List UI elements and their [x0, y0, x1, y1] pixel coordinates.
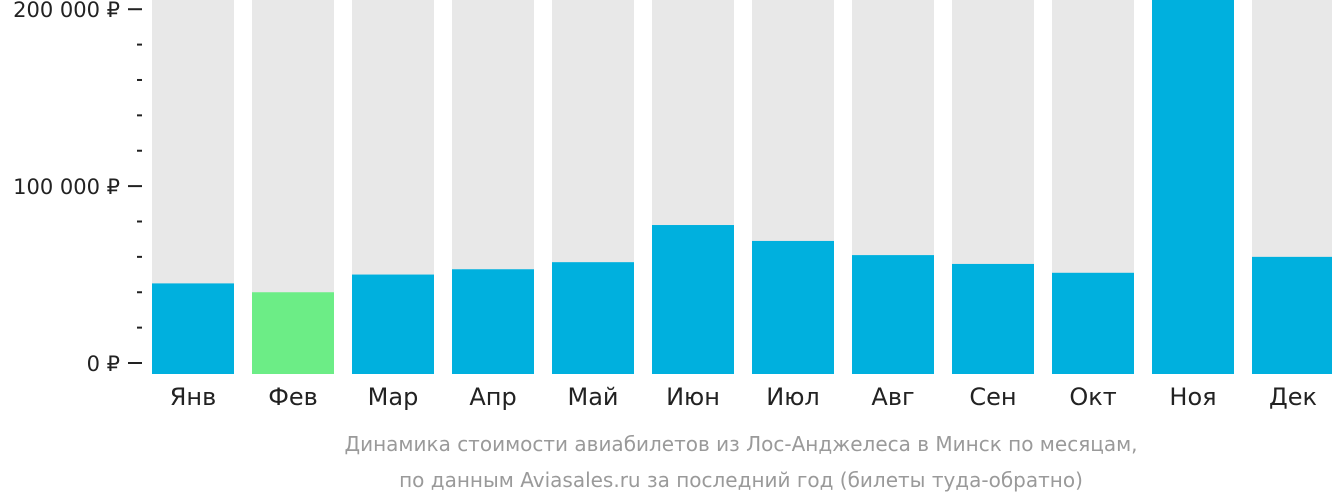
caption-line-2: по данным Aviasales.ru за последний год …	[399, 468, 1083, 492]
bar-5[interactable]	[552, 262, 634, 374]
y-tick-label: 100 000 ₽	[13, 175, 120, 199]
caption-line-1: Динамика стоимости авиабилетов из Лос-Ан…	[344, 432, 1138, 456]
x-tick-label: Окт	[1069, 383, 1116, 411]
x-tick-label: Июн	[666, 383, 720, 411]
bar-9[interactable]	[952, 263, 1034, 374]
bar-10[interactable]	[1052, 272, 1134, 374]
x-tick-label: Дек	[1269, 383, 1317, 411]
price-bar-chart: 0 ₽ 100 000 ₽ 200 000 ₽ Янв Фев Мар Апр Май Июн…	[13, 0, 1332, 411]
bar-7[interactable]	[752, 240, 834, 374]
x-tick-label: Ноя	[1169, 383, 1216, 411]
x-tick-label: Май	[567, 383, 618, 411]
bar-1[interactable]	[152, 283, 234, 374]
bar-6[interactable]	[652, 225, 734, 374]
x-tick-label: Апр	[469, 383, 516, 411]
bar-11[interactable]	[1152, 0, 1234, 374]
x-tick-label: Мар	[368, 383, 419, 411]
value-bars	[152, 0, 1332, 374]
bar-8[interactable]	[852, 255, 934, 374]
y-tick-label: 0 ₽	[87, 352, 120, 376]
bar-12[interactable]	[1252, 256, 1332, 374]
y-tick-label: 200 000 ₽	[13, 0, 120, 22]
bar-3[interactable]	[352, 274, 434, 374]
x-tick-label: Авг	[871, 383, 914, 411]
x-axis: Янв Фев Мар Апр Май Июн Июл Авг Сен Окт Ноя Дек	[170, 383, 1317, 411]
x-tick-label: Фев	[268, 383, 318, 411]
x-tick-label: Сен	[969, 383, 1016, 411]
y-axis: 0 ₽ 100 000 ₽ 200 000 ₽	[13, 0, 142, 376]
bar-4[interactable]	[452, 269, 534, 374]
x-tick-label: Июл	[766, 383, 820, 411]
bar-2[interactable]	[252, 292, 334, 374]
x-tick-label: Янв	[170, 383, 217, 411]
